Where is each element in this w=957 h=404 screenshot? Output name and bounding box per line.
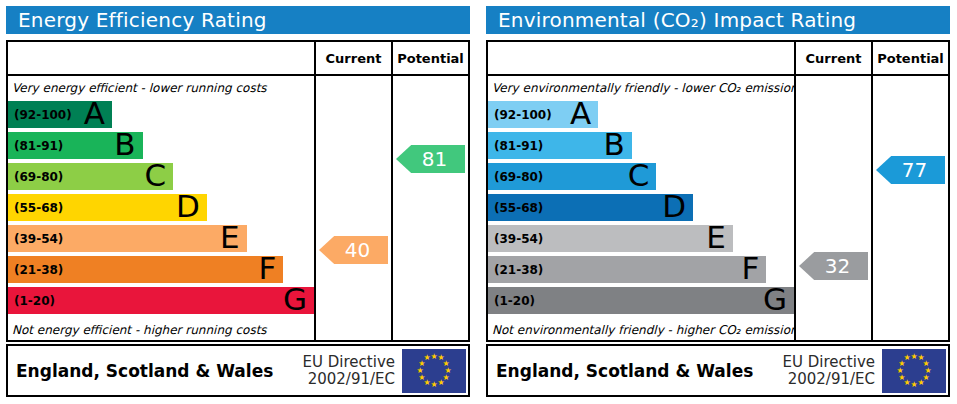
band-row-g: (1-20) G — [488, 287, 794, 314]
band-bar-a: (92-100) A — [8, 101, 112, 128]
band-bar-d: (55-68) D — [488, 194, 693, 221]
band-row-e: (39-54) E — [8, 225, 314, 252]
header-spacer — [488, 42, 794, 76]
potential-column-header: Potential — [391, 42, 468, 76]
band-letter: E — [706, 224, 726, 251]
current-column-header: Current — [794, 42, 871, 76]
eu-directive-line2: 2002/91/EC — [303, 371, 395, 388]
band-range-label: (39-54) — [14, 232, 63, 246]
eu-star-icon: ★ — [422, 353, 432, 363]
top-note: Very energy efficient - lower running co… — [8, 76, 314, 101]
footer: England, Scotland & Wales EU Directive 2… — [6, 344, 470, 397]
band-range-label: (1-20) — [14, 294, 55, 308]
region-label: England, Scotland & Wales — [8, 361, 303, 381]
band-bar-e: (39-54) E — [8, 225, 247, 252]
band-range-label: (92-100) — [14, 108, 72, 122]
band-letter: F — [259, 255, 277, 282]
band-row-b: (81-91) B — [488, 132, 794, 159]
band-letter: C — [145, 162, 167, 189]
band-bar-f: (21-38) F — [8, 256, 283, 283]
ratings-area: Very energy efficient - lower running co… — [8, 76, 314, 340]
band-row-d: (55-68) D — [488, 194, 794, 221]
band-range-label: (69-80) — [14, 170, 63, 184]
band-row-f: (21-38) F — [8, 256, 314, 283]
band-letter: F — [742, 255, 760, 282]
bottom-note: Not energy efficient - higher running co… — [8, 323, 267, 337]
band-bar-f: (21-38) F — [488, 256, 766, 283]
eu-flag-icon: ★★★★★★★★★★★★ — [882, 349, 946, 393]
band-letter: D — [176, 193, 200, 220]
top-note: Very environmentally friendly - lower CO… — [488, 76, 794, 101]
header-spacer — [8, 42, 314, 76]
band-range-label: (21-38) — [14, 263, 63, 277]
energy-efficiency-panel: Energy Efficiency Rating Current Potenti… — [6, 6, 470, 397]
band-row-e: (39-54) E — [488, 225, 794, 252]
eu-directive-line1: EU Directive — [303, 354, 395, 371]
band-range-label: (92-100) — [494, 108, 552, 122]
band-range-label: (39-54) — [494, 232, 543, 246]
band-letter: B — [604, 131, 625, 158]
band-range-label: (69-80) — [494, 170, 543, 184]
band-range-label: (81-91) — [494, 139, 543, 153]
epc-rating-charts: Energy Efficiency Rating Current Potenti… — [0, 0, 957, 404]
band-letter: C — [628, 162, 650, 189]
band-bar-g: (1-20) G — [8, 287, 314, 314]
band-range-label: (81-91) — [14, 139, 63, 153]
band-range-label: (21-38) — [494, 263, 543, 277]
band-letter: E — [220, 224, 240, 251]
ratings-area: Very environmentally friendly - lower CO… — [488, 76, 794, 340]
potential-value-cell: 81 — [391, 76, 468, 340]
band-row-a: (92-100) A — [488, 101, 794, 128]
footer: England, Scotland & Wales EU Directive 2… — [486, 344, 950, 397]
region-label: England, Scotland & Wales — [488, 361, 783, 381]
band-row-b: (81-91) B — [8, 132, 314, 159]
environmental-rating-table: Current Potential Very environmentally f… — [486, 40, 950, 342]
potential-rating-arrow: 77 — [876, 156, 945, 184]
band-letter: A — [84, 100, 105, 127]
band-row-g: (1-20) G — [8, 287, 314, 314]
band-range-label: (1-20) — [494, 294, 535, 308]
band-bar-c: (69-80) C — [8, 163, 173, 190]
band-bar-b: (81-91) B — [488, 132, 632, 159]
band-bar-e: (39-54) E — [488, 225, 733, 252]
potential-column-header: Potential — [871, 42, 948, 76]
current-rating-arrow: 32 — [799, 252, 868, 280]
environmental-impact-panel: Environmental (CO₂) Impact Rating Curren… — [486, 6, 950, 397]
band-range-label: (55-68) — [494, 201, 543, 215]
eu-star-icon: ★ — [902, 353, 912, 363]
band-range-label: (55-68) — [14, 201, 63, 215]
band-letter: B — [114, 131, 135, 158]
band-list: (92-100) A (81-91) B (69-80) C (55-68) D (39-54)… — [488, 101, 794, 314]
energy-rating-table: Current Potential Very energy efficient … — [6, 40, 470, 342]
band-row-c: (69-80) C — [488, 163, 794, 190]
eu-directive-line2: 2002/91/EC — [783, 371, 875, 388]
eu-flag-icon: ★★★★★★★★★★★★ — [402, 349, 466, 393]
band-bar-d: (55-68) D — [8, 194, 207, 221]
panel-title-environmental: Environmental (CO₂) Impact Rating — [486, 6, 950, 34]
panel-title-energy: Energy Efficiency Rating — [6, 6, 470, 34]
band-row-f: (21-38) F — [488, 256, 794, 283]
current-column-header: Current — [314, 42, 391, 76]
band-bar-b: (81-91) B — [8, 132, 143, 159]
band-letter: A — [570, 100, 591, 127]
band-letter: G — [283, 286, 307, 313]
potential-value-cell: 77 — [871, 76, 948, 340]
band-letter: D — [662, 193, 686, 220]
eu-directive-label: EU Directive 2002/91/EC — [783, 354, 875, 388]
band-list: (92-100) A (81-91) B (69-80) C (55-68) D (39-54)… — [8, 101, 314, 314]
eu-directive-label: EU Directive 2002/91/EC — [303, 354, 395, 388]
band-bar-c: (69-80) C — [488, 163, 656, 190]
eu-directive-line1: EU Directive — [783, 354, 875, 371]
potential-rating-arrow: 81 — [396, 145, 465, 173]
current-rating-arrow: 40 — [319, 236, 388, 264]
band-bar-g: (1-20) G — [488, 287, 794, 314]
bottom-note: Not environmentally friendly - higher CO… — [488, 323, 794, 337]
band-letter: G — [763, 286, 787, 313]
band-row-c: (69-80) C — [8, 163, 314, 190]
band-row-a: (92-100) A — [8, 101, 314, 128]
band-row-d: (55-68) D — [8, 194, 314, 221]
current-value-cell: 40 — [314, 76, 391, 340]
current-value-cell: 32 — [794, 76, 871, 340]
band-bar-a: (92-100) A — [488, 101, 598, 128]
